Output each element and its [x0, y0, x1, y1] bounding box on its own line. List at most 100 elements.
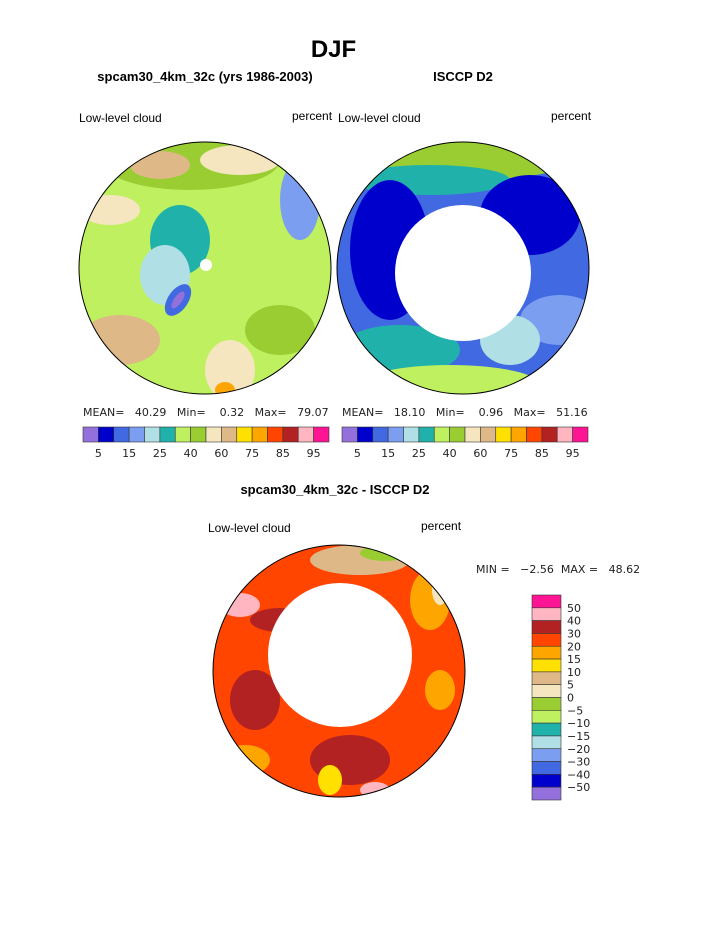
- colorbar-box: [403, 426, 420, 443]
- panel1-subtitle: spcam30_4km_32c (yrs 1986-2003): [97, 69, 313, 84]
- colorbar-box: [531, 607, 562, 621]
- colorbar-box: [221, 426, 238, 443]
- colorbar-tick-label: 0: [567, 692, 574, 705]
- colorbar-box: [464, 426, 481, 443]
- colorbar-box: [531, 710, 562, 724]
- colorbar-tick-label: 5: [567, 679, 574, 692]
- colorbar-box: [82, 426, 99, 443]
- panel3-left-label: Low-level cloud: [208, 521, 291, 535]
- colorbar-tick-label: 5: [354, 447, 361, 460]
- panel3-stats: MIN = −2.56 MAX = 48.62: [476, 563, 641, 576]
- colorbar-box: [531, 620, 562, 634]
- colorbar-box: [387, 426, 404, 443]
- colorbar-tick-label: 10: [567, 666, 581, 679]
- colorbar-box: [174, 426, 191, 443]
- colorbar-tick-label: −30: [567, 756, 590, 769]
- panel1-left-label: Low-level cloud: [79, 111, 162, 125]
- max-label: Max=: [254, 406, 287, 419]
- colorbar-tick-label: 75: [245, 447, 259, 460]
- mean-label: MEAN=: [342, 406, 384, 419]
- colorbar-tick-label: 85: [535, 447, 549, 460]
- colorbar-box: [282, 426, 299, 443]
- map-difference: [213, 545, 465, 797]
- colorbar-box: [251, 426, 268, 443]
- colorbar-box: [267, 426, 284, 443]
- colorbar-tick-label: 25: [153, 447, 167, 460]
- min-value: 0.32: [219, 406, 245, 419]
- map-isccp: [337, 142, 589, 394]
- colorbar-tick-label: −5: [567, 704, 583, 717]
- colorbar-box: [531, 671, 562, 685]
- colorbar-tick-label: 60: [473, 447, 487, 460]
- colorbar-box: [531, 697, 562, 711]
- colorbar-box: [556, 426, 573, 443]
- colorbar-box: [159, 426, 176, 443]
- colorbar-box: [572, 426, 589, 443]
- colorbar-tick-label: 75: [504, 447, 518, 460]
- mean-label: MEAN=: [83, 406, 125, 419]
- colorbar-box: [433, 426, 450, 443]
- panel1-right-label: percent: [292, 109, 333, 123]
- panel2-right-label: percent: [551, 109, 592, 123]
- mean-value: 40.29: [134, 406, 167, 419]
- mean-value: 18.10: [393, 406, 426, 419]
- colorbar-box: [531, 633, 562, 647]
- colorbar-box: [531, 761, 562, 775]
- min-label: Min=: [176, 406, 206, 419]
- colorbar-tick-label: 15: [122, 447, 136, 460]
- colorbar-box: [313, 426, 330, 443]
- panel1-stats: MEAN= 40.29 Min= 0.32 Max= 79.07: [83, 406, 329, 419]
- panel2-subtitle: ISCCP D2: [433, 69, 493, 84]
- panel2-left-label: Low-level cloud: [338, 111, 421, 125]
- colorbar-tick-label: −40: [567, 768, 590, 781]
- min-value: 0.96: [478, 406, 504, 419]
- colorbar-box: [205, 426, 222, 443]
- colorbar-tick-label: 5: [95, 447, 102, 460]
- colorbar-box: [531, 722, 562, 737]
- colorbar-box: [372, 426, 389, 443]
- colorbar-tick-label: 40: [567, 615, 581, 628]
- colorbar-box: [531, 748, 562, 762]
- colorbar-box: [510, 426, 527, 443]
- colorbar-box: [236, 426, 253, 443]
- colorbar-box: [531, 658, 562, 673]
- colorbar-tick-label: 50: [567, 602, 581, 615]
- panel3-right-label: percent: [421, 519, 462, 533]
- panel2-stats: MEAN= 18.10 Min= 0.96 Max= 51.16: [342, 406, 588, 419]
- colorbar-tick-label: −20: [567, 743, 590, 756]
- colorbar-box: [297, 426, 314, 443]
- colorbar-box: [531, 786, 562, 801]
- colorbar-box: [144, 426, 161, 443]
- colorbar-box: [531, 735, 562, 750]
- colorbar-tick-label: 40: [184, 447, 198, 460]
- colorbar-tick-label: 15: [381, 447, 395, 460]
- colorbar-box: [341, 426, 358, 443]
- colorbar-tick-label: 30: [567, 627, 581, 640]
- colorbar-tick-label: 15: [567, 653, 581, 666]
- colorbar-box: [98, 426, 115, 443]
- colorbar-tick-label: 95: [566, 447, 580, 460]
- colorbar-tick-label: −50: [567, 781, 590, 794]
- colorbar-box: [480, 426, 497, 443]
- colorbar-box: [113, 426, 130, 443]
- colorbar-box: [531, 774, 562, 788]
- colorbar-box: [541, 426, 558, 443]
- colorbar-box: [495, 426, 512, 443]
- colorbar-box: [128, 426, 145, 443]
- colorbars: 5 15 25 40 60 75 85 95 5 15 25 40 60 75 85 955040302015…: [82, 426, 590, 801]
- colorbar-box: [190, 426, 207, 443]
- colorbar-tick-label: 60: [214, 447, 228, 460]
- colorbar-tick-label: 20: [567, 640, 581, 653]
- colorbar-tick-label: −15: [567, 730, 590, 743]
- colorbar-box: [449, 426, 466, 443]
- colorbar-tick-label: 40: [443, 447, 457, 460]
- max-label: Max=: [513, 406, 546, 419]
- colorbar-tick-label: 25: [412, 447, 426, 460]
- map-model: [79, 142, 331, 394]
- max-value: 79.07: [297, 406, 329, 419]
- colorbar-box: [526, 426, 543, 443]
- colorbar-box: [418, 426, 435, 443]
- figure-title: DJF: [310, 36, 357, 63]
